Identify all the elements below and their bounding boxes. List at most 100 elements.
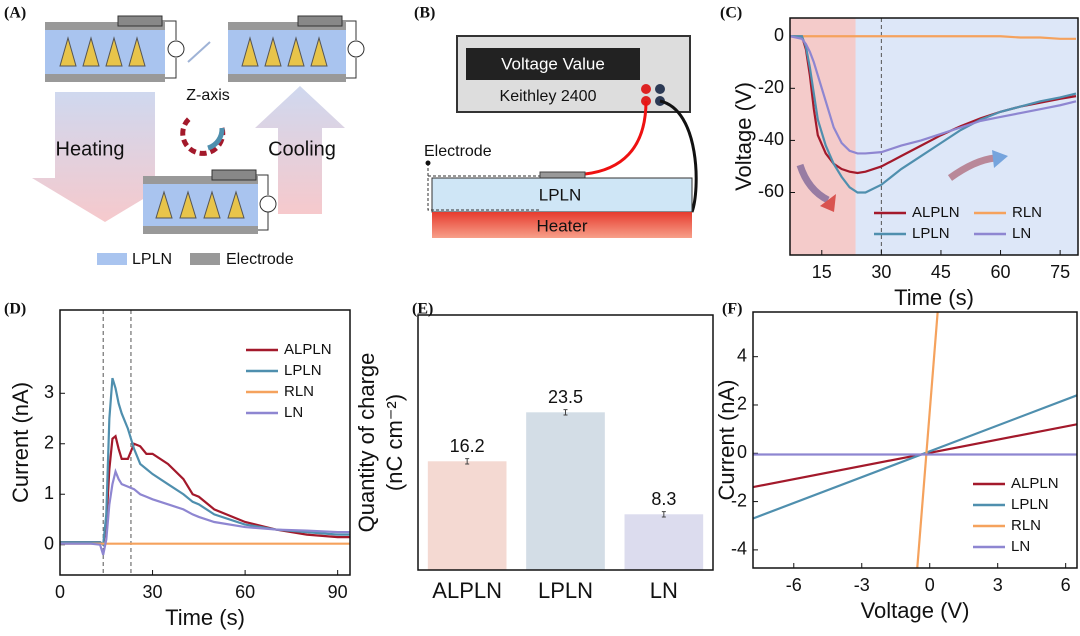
value-label: 16.2 bbox=[450, 436, 485, 456]
y-axis-label: Quantity of charge bbox=[354, 353, 379, 533]
heating-arrow bbox=[32, 92, 178, 222]
cooling-arrow bbox=[255, 86, 345, 214]
legend-label: LPLN bbox=[1011, 496, 1049, 513]
x-axis-label: Voltage (V) bbox=[861, 598, 970, 623]
crystal bbox=[45, 15, 185, 82]
leader-dot bbox=[425, 160, 431, 166]
x-tick-label: LPLN bbox=[538, 578, 593, 603]
y-tick-label: 4 bbox=[737, 345, 747, 365]
trend-arrow bbox=[796, 163, 830, 204]
legend-label: Electrode bbox=[226, 251, 294, 268]
x-tick-label: 15 bbox=[812, 262, 832, 282]
leader bbox=[427, 163, 540, 211]
line-series bbox=[60, 467, 350, 556]
plot-area bbox=[790, 35, 1077, 194]
shaded-span bbox=[855, 18, 1078, 255]
display bbox=[466, 48, 640, 80]
terminal bbox=[641, 84, 651, 94]
axes-frame bbox=[59, 309, 351, 576]
cycle-arrow bbox=[207, 127, 225, 151]
trend-arrow bbox=[947, 154, 996, 181]
x-axis-label: Time (s) bbox=[894, 285, 974, 310]
axis-arrow bbox=[187, 41, 211, 63]
axes-frame bbox=[789, 17, 1079, 256]
x-tick-label: 45 bbox=[931, 262, 951, 282]
panel-label: (D) bbox=[4, 301, 26, 318]
x-tick-label: 6 bbox=[1061, 575, 1071, 595]
error-bar bbox=[563, 409, 568, 416]
line-series bbox=[916, 312, 939, 568]
legend-label: RLN bbox=[1012, 204, 1042, 221]
x-tick-label: -6 bbox=[786, 575, 802, 595]
crystal bbox=[143, 169, 277, 234]
trend-arrow bbox=[820, 194, 836, 212]
heater-label: Heater bbox=[536, 216, 587, 235]
x-tick-label: 0 bbox=[925, 575, 935, 595]
line-series bbox=[790, 35, 1077, 155]
trend-arrow bbox=[992, 150, 1008, 168]
y-tick-label: 2 bbox=[737, 394, 747, 414]
x-tick-label: LN bbox=[650, 578, 678, 603]
legend-label: LPLN bbox=[912, 225, 950, 242]
electrode-label: Electrode bbox=[424, 143, 492, 160]
wire bbox=[584, 100, 648, 176]
x-tick-label: 0 bbox=[55, 582, 65, 602]
x-tick-label: 60 bbox=[235, 582, 255, 602]
bar bbox=[624, 514, 704, 570]
y-tick-label: 3 bbox=[44, 382, 54, 402]
sample bbox=[431, 177, 693, 213]
axes-frame bbox=[417, 314, 714, 571]
line-series bbox=[790, 35, 1077, 40]
legend-label: LN bbox=[1011, 538, 1030, 555]
terminal bbox=[655, 84, 665, 94]
y-tick-label: 0 bbox=[737, 442, 747, 462]
axis-label: Z-axis bbox=[186, 87, 230, 104]
line-series bbox=[753, 394, 1077, 520]
legend-label: LPLN bbox=[132, 251, 172, 268]
legend-label: LN bbox=[284, 404, 303, 421]
y-axis-label: Voltage (V) bbox=[731, 82, 756, 191]
panel-label: (B) bbox=[414, 5, 435, 22]
y-tick-label: -60 bbox=[758, 181, 784, 201]
heating-label: Heating bbox=[56, 138, 125, 160]
panel-label: (A) bbox=[4, 5, 26, 22]
y-tick-label: 0 bbox=[774, 25, 784, 45]
electrode bbox=[539, 171, 586, 179]
x-tick-label: 30 bbox=[871, 262, 891, 282]
x-tick-label: -3 bbox=[854, 575, 870, 595]
instrument-label: Keithley 2400 bbox=[500, 88, 597, 105]
y-tick-label: -40 bbox=[758, 129, 784, 149]
legend-label: RLN bbox=[1011, 517, 1041, 534]
legend-label: RLN bbox=[284, 383, 314, 400]
legend-label: LPLN bbox=[284, 362, 322, 379]
diagram-a: (A) Z-axis Heating Cooling LPLN bbox=[4, 5, 365, 268]
line-series bbox=[753, 423, 1077, 489]
sample-label: LPLN bbox=[539, 185, 582, 204]
x-tick-label: 60 bbox=[991, 262, 1011, 282]
cycle-arrow bbox=[180, 116, 226, 156]
line-series bbox=[60, 377, 350, 547]
y-tick-label: -2 bbox=[731, 490, 747, 510]
x-tick-label: 90 bbox=[328, 582, 348, 602]
y-axis-unit: (nC cm⁻²) bbox=[382, 394, 407, 491]
bar bbox=[526, 412, 605, 570]
panel-label: (E) bbox=[412, 301, 433, 318]
bar bbox=[427, 461, 507, 570]
diagram-b: (B) Voltage Value Keithley 2400 LPLN Hea… bbox=[414, 5, 698, 238]
legend-label: ALPLN bbox=[912, 204, 960, 221]
legend-swatch bbox=[190, 253, 220, 265]
y-tick-label: -4 bbox=[731, 539, 747, 559]
panel-label: (C) bbox=[720, 5, 742, 22]
x-tick-label: 3 bbox=[993, 575, 1003, 595]
plot-area bbox=[753, 312, 1077, 568]
legend-label: LN bbox=[1012, 225, 1031, 242]
axes-frame bbox=[752, 311, 1078, 569]
crystal bbox=[228, 15, 365, 82]
panel-label: (F) bbox=[722, 301, 742, 318]
y-axis-label: Current (nA) bbox=[714, 379, 739, 500]
y-axis-label: Current (nA) bbox=[8, 382, 33, 503]
y-tick-label: -20 bbox=[758, 77, 784, 97]
legend-label: ALPLN bbox=[1011, 475, 1059, 492]
line-series bbox=[790, 35, 1077, 194]
